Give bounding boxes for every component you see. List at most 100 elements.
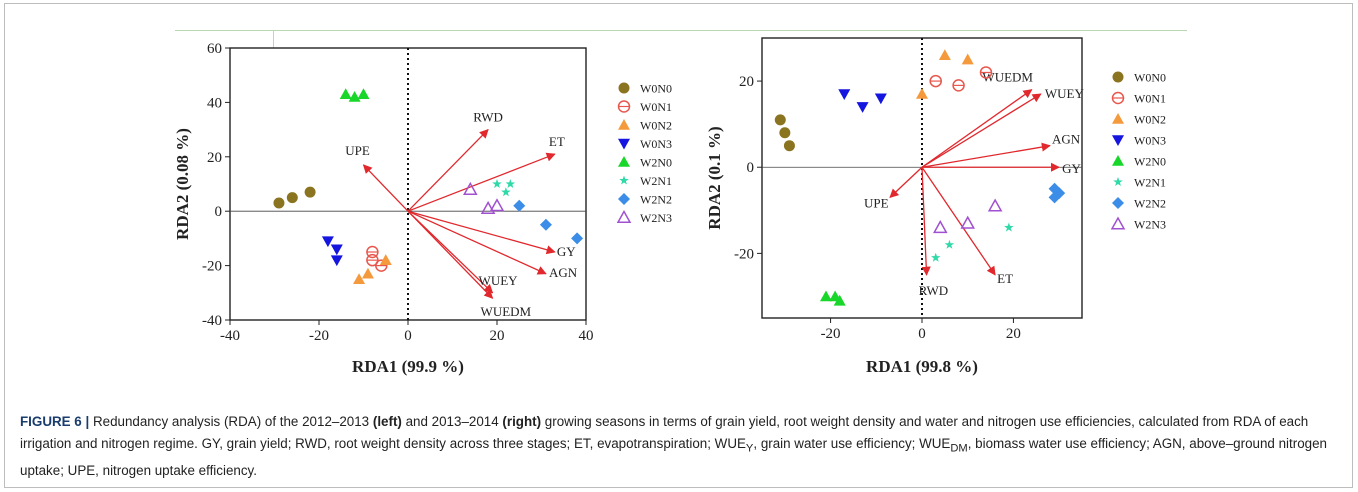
point-w0n2: [916, 88, 928, 99]
x-tick-label: 40: [579, 328, 594, 344]
point-w0n2: [961, 53, 974, 65]
legend-label-w0n0: W0N0: [1134, 71, 1166, 85]
vector-et: [921, 166, 996, 276]
y-tick-label: -20: [202, 259, 222, 275]
point-w2n1: [492, 179, 502, 188]
point-w2n1: [505, 179, 516, 188]
legend-label-w0n3: W0N3: [640, 137, 672, 151]
point-w0n3: [856, 102, 869, 113]
legend-marker-w2n3: [616, 209, 632, 224]
point-w2n3: [933, 219, 948, 234]
point-w2n1: [944, 239, 955, 249]
vector-upe: [889, 166, 923, 199]
caption-left-word: (left): [372, 414, 402, 429]
rda-plot-left: -40 -20 0 20 40 -40 -20 0 20 40 60 RDA1 (99.9 %) RDA…: [173, 41, 672, 376]
x-tick-label: 20: [1006, 326, 1021, 342]
legend-marker-w2n2: [1112, 197, 1124, 209]
vector-gy: [407, 210, 556, 255]
x-tick-label: 20: [490, 328, 505, 344]
legend-label-w0n2: W0N2: [1134, 113, 1166, 127]
legend-marker-w0n3: [618, 138, 630, 150]
point-w2n0: [820, 290, 832, 302]
caption-part-3: growing seasons in terms of grain yield,…: [20, 414, 1309, 451]
caption-right-word: (right): [502, 414, 542, 429]
point-w2n0: [339, 88, 352, 100]
y-tick-label: 0: [215, 204, 223, 220]
rda-plot-right: -20 0 20 -20 0 20 RDA1 (99.8 %) RDA2 (0.1 %) WUE…: [705, 37, 1166, 376]
point-w0n1: [952, 79, 965, 92]
legend-marker-w2n1: [1113, 177, 1123, 186]
legend: W0N0 W0N1 W0N2 W0N3 W2N0 W2N1 W2N2 W2N3: [616, 82, 672, 225]
point-w2n0: [357, 88, 370, 100]
point-w0n0: [273, 197, 285, 209]
legend-label-w2n1: W2N1: [1134, 176, 1166, 190]
vector-agn: [407, 210, 547, 275]
y-tick-label: 60: [207, 41, 222, 57]
vector-label-upe: UPE: [345, 143, 370, 158]
point-w0n2: [353, 273, 366, 284]
point-w0n0: [779, 127, 791, 139]
vector-wuey: [921, 93, 1042, 168]
vector-rwd: [921, 167, 931, 276]
vector-wuedm: [407, 210, 494, 299]
point-w0n3: [330, 244, 343, 256]
y-tick-label: 0: [747, 160, 755, 176]
point-w0n2: [379, 254, 392, 265]
vector-label-et: ET: [549, 134, 565, 149]
vector-label-wuedm: WUEDM: [982, 70, 1033, 85]
vector-label-upe: UPE: [864, 195, 889, 210]
y-tick-label: -20: [734, 246, 754, 262]
legend-marker-w2n1: [619, 175, 629, 185]
point-w0n1: [366, 253, 379, 267]
point-w0n3: [874, 93, 887, 105]
caption-part-2: and 2013–2014: [401, 414, 503, 429]
y-tick-label: -40: [202, 313, 222, 329]
legend-label-w2n0: W2N0: [640, 156, 672, 170]
vector-agn: [921, 142, 1051, 168]
legend-label-w2n2: W2N2: [1134, 197, 1166, 211]
point-w0n2: [361, 267, 374, 279]
legend: W0N0 W0N1 W0N2 W0N3 W2N0 W2N1 W2N2 W2N3: [1110, 71, 1166, 232]
point-w2n3: [489, 198, 505, 212]
y-tick-label: 20: [207, 150, 222, 166]
decorative-rule: [175, 30, 1187, 31]
point-w0n0: [774, 114, 786, 126]
chart-left: -40 -20 0 20 40 -40 -20 0 20 40 60 RDA1 (99.9 %) RDA…: [173, 37, 1166, 376]
caption-sub-y: Y: [745, 442, 754, 455]
legend-marker-w2n2: [618, 193, 630, 205]
x-tick-label: -20: [309, 328, 329, 344]
caption-part-1: Redundancy analysis (RDA) of the 2012–20…: [89, 414, 373, 429]
vector-label-et: ET: [997, 271, 1013, 286]
caption-part-4: , grain water use efficiency; WUE: [753, 436, 951, 451]
point-w0n1: [979, 66, 993, 79]
point-w2n2: [539, 218, 552, 231]
point-w0n2: [938, 49, 951, 61]
point-w2n0: [833, 294, 846, 306]
point-w2n3: [480, 200, 496, 215]
y-tick-label: 20: [739, 74, 754, 90]
point-w0n1: [375, 259, 388, 272]
point-w2n2: [571, 232, 584, 245]
vector-et: [407, 152, 556, 212]
vector-label-wuey: WUEY: [1045, 86, 1085, 101]
x-tick-label: 0: [918, 326, 926, 342]
vector-label-rwd: RWD: [473, 110, 503, 125]
decorative-tick: [273, 30, 274, 48]
legend-marker-w0n0: [618, 82, 630, 94]
legend-label-w0n0: W0N0: [640, 82, 672, 96]
vector-label-wuey: WUEY: [479, 273, 519, 288]
figure-frame: [4, 3, 1353, 488]
point-w2n1: [1004, 222, 1014, 232]
x-tick-label: -40: [220, 328, 240, 344]
point-w2n3: [960, 215, 975, 229]
legend-marker-w0n0: [1112, 71, 1124, 83]
legend-marker-w2n3: [1110, 216, 1126, 230]
figure-caption: FIGURE 6 | Redundancy analysis (RDA) of …: [20, 411, 1338, 482]
legend-label-w2n3: W2N3: [1134, 218, 1166, 232]
legend-label-w2n0: W2N0: [1134, 155, 1166, 169]
legend-marker-w0n3: [1112, 135, 1124, 146]
x-tick-label: -20: [821, 326, 841, 342]
vector-wuedm: [921, 89, 1033, 168]
legend-marker-w0n2: [618, 119, 630, 130]
legend-label-w0n1: W0N1: [1134, 92, 1166, 106]
